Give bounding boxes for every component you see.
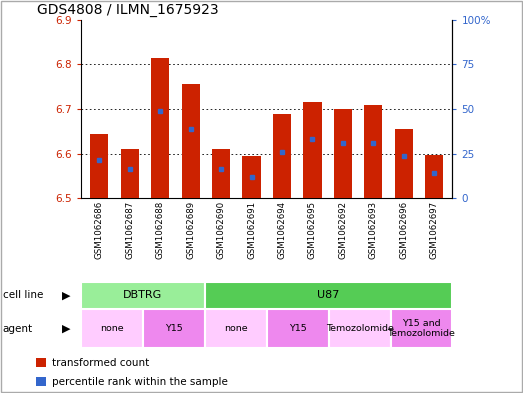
Text: cell line: cell line <box>3 290 43 300</box>
Bar <box>121 149 139 198</box>
Bar <box>81 309 143 348</box>
Bar <box>391 309 452 348</box>
Bar <box>303 102 322 198</box>
Text: none: none <box>100 324 124 333</box>
Text: none: none <box>224 324 247 333</box>
Text: Temozolomide: Temozolomide <box>326 324 393 333</box>
Bar <box>212 149 230 198</box>
Bar <box>364 105 382 198</box>
Text: transformed count: transformed count <box>52 358 149 367</box>
Text: GSM1062694: GSM1062694 <box>277 201 287 259</box>
Text: agent: agent <box>3 323 33 334</box>
Text: GSM1062692: GSM1062692 <box>338 201 347 259</box>
Bar <box>143 309 205 348</box>
Text: DBTRG: DBTRG <box>123 290 163 300</box>
Bar <box>328 309 391 348</box>
Text: GSM1062686: GSM1062686 <box>95 201 104 259</box>
Text: Y15: Y15 <box>165 324 183 333</box>
Bar <box>334 109 352 198</box>
Bar <box>36 358 46 367</box>
Bar <box>242 156 260 198</box>
Text: GSM1062691: GSM1062691 <box>247 201 256 259</box>
Text: ▶: ▶ <box>62 290 70 300</box>
Text: Y15: Y15 <box>289 324 306 333</box>
Text: U87: U87 <box>317 290 340 300</box>
Bar <box>181 84 200 198</box>
Bar <box>394 129 413 198</box>
Text: GSM1062689: GSM1062689 <box>186 201 195 259</box>
Text: GSM1062697: GSM1062697 <box>429 201 439 259</box>
Text: GSM1062687: GSM1062687 <box>126 201 134 259</box>
Bar <box>90 134 108 198</box>
Text: percentile rank within the sample: percentile rank within the sample <box>52 377 228 387</box>
Text: GDS4808 / ILMN_1675923: GDS4808 / ILMN_1675923 <box>37 3 218 17</box>
Bar <box>425 155 444 198</box>
Text: GSM1062690: GSM1062690 <box>217 201 225 259</box>
Bar <box>36 377 46 386</box>
Text: GSM1062695: GSM1062695 <box>308 201 317 259</box>
Bar <box>273 114 291 198</box>
Text: GSM1062696: GSM1062696 <box>399 201 408 259</box>
Text: Y15 and
Temozolomide: Y15 and Temozolomide <box>388 319 456 338</box>
Bar <box>267 309 328 348</box>
Text: ▶: ▶ <box>62 323 70 334</box>
Text: GSM1062693: GSM1062693 <box>369 201 378 259</box>
Bar <box>205 309 267 348</box>
Bar <box>151 58 169 198</box>
Bar <box>205 282 452 309</box>
Text: GSM1062688: GSM1062688 <box>156 201 165 259</box>
Bar <box>81 282 205 309</box>
